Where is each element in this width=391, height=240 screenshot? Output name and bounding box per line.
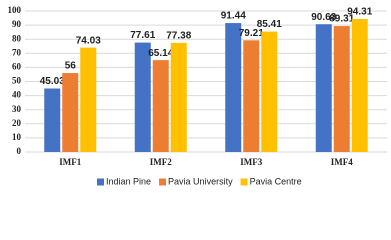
x-tick-label: IMF1 bbox=[59, 157, 81, 167]
legend-swatch bbox=[240, 178, 248, 186]
y-tick-label: 0 bbox=[17, 146, 22, 156]
y-tick-label: 30 bbox=[12, 104, 22, 114]
y-tick-label: 10 bbox=[12, 132, 22, 142]
y-tick-label: 20 bbox=[12, 118, 22, 128]
x-tick-label: IMF4 bbox=[331, 157, 353, 167]
bar bbox=[315, 24, 332, 152]
bar bbox=[170, 42, 187, 153]
value-label: 74.03 bbox=[76, 35, 101, 46]
bar bbox=[225, 23, 242, 153]
bar bbox=[44, 88, 61, 152]
y-tick-label: 90 bbox=[12, 19, 22, 29]
bar bbox=[261, 31, 278, 152]
legend-swatch bbox=[97, 178, 104, 186]
bar bbox=[134, 42, 151, 152]
value-label: 45.03 bbox=[40, 76, 65, 87]
value-label: 77.38 bbox=[166, 31, 191, 42]
x-tick-label: IMF2 bbox=[150, 157, 172, 167]
bar bbox=[333, 26, 350, 153]
value-label: 65.14 bbox=[148, 48, 173, 59]
legend-label: Pavia Centre bbox=[250, 176, 302, 186]
bar bbox=[152, 60, 169, 152]
value-label: 90.63 bbox=[311, 12, 336, 23]
bar bbox=[80, 47, 97, 152]
value-label: 56 bbox=[65, 61, 77, 72]
y-tick-label: 70 bbox=[12, 47, 22, 57]
bar bbox=[351, 19, 368, 152]
value-label: 89.31 bbox=[329, 14, 354, 25]
y-tick-label: 50 bbox=[12, 76, 22, 86]
value-label: 79.21 bbox=[239, 28, 264, 39]
y-tick-label: 60 bbox=[12, 61, 22, 71]
value-label: 91.44 bbox=[221, 11, 246, 22]
legend-swatch bbox=[159, 178, 167, 186]
y-tick-label: 40 bbox=[12, 90, 22, 100]
value-label: 77.61 bbox=[130, 30, 155, 41]
x-tick-label: IMF3 bbox=[240, 157, 262, 167]
value-label: 85.41 bbox=[257, 19, 282, 30]
legend-label: Indian Pine bbox=[106, 176, 151, 186]
y-tick-label: 100 bbox=[8, 5, 22, 15]
bar bbox=[243, 40, 260, 152]
y-tick-label: 80 bbox=[12, 33, 22, 43]
bar bbox=[62, 73, 79, 152]
legend-label: Pavia University bbox=[168, 176, 233, 186]
value-label: 94.31 bbox=[347, 7, 372, 18]
